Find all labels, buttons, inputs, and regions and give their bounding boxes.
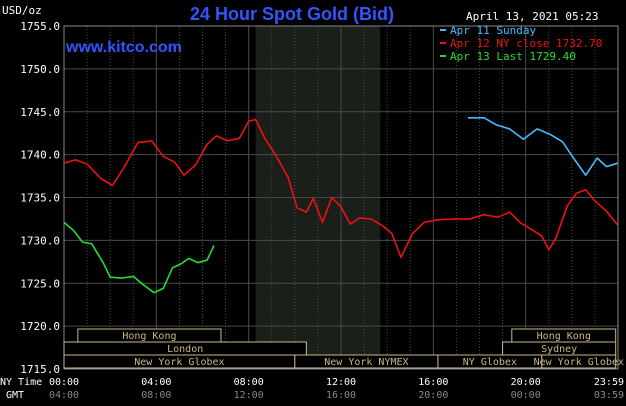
- x-tick-label-ny: 00:00: [49, 377, 79, 388]
- gmt-axis-label: GMT: [6, 390, 24, 401]
- legend-entry: Apr 12 NY close 1732.70: [450, 37, 602, 50]
- ny-time-axis-label: NY Time: [0, 377, 42, 388]
- x-tick-label-gmt: 20:00: [418, 390, 448, 401]
- series-line-1: [63, 118, 619, 259]
- market-session-label: New York NYMEX: [324, 357, 408, 368]
- market-session-label: NY Globex: [463, 357, 517, 368]
- plot-frame: [63, 25, 619, 370]
- market-session-label: London: [167, 344, 203, 355]
- series-line-2: [63, 221, 215, 294]
- x-tick-label-ny: 04:00: [141, 377, 171, 388]
- market-session-label: New York Globex: [534, 357, 624, 368]
- legend-entry: Apr 13 Last 1729.40: [450, 50, 576, 63]
- x-tick-label-ny: 20:00: [511, 377, 541, 388]
- legend-entry: Apr 11 Sunday: [450, 24, 536, 37]
- x-tick-label-ny: 12:00: [326, 377, 356, 388]
- x-tick-label-ny: 16:00: [418, 377, 448, 388]
- y-tick-label: 1715.0: [20, 363, 60, 376]
- x-tick-label-gmt: 08:00: [141, 390, 171, 401]
- y-tick-label: 1735.0: [20, 192, 60, 205]
- y-tick-label: 1720.0: [20, 320, 60, 333]
- x-tick-label-gmt: 12:00: [234, 390, 264, 401]
- market-session-label: New York Globex: [134, 357, 224, 368]
- chart-title: 24 Hour Spot Gold (Bid): [190, 4, 394, 24]
- y-tick-label: 1755.0: [20, 20, 60, 33]
- x-tick-label-gmt: 16:00: [326, 390, 356, 401]
- x-tick-label-ny: 08:00: [234, 377, 264, 388]
- market-session-label: Sydney: [541, 344, 577, 355]
- x-tick-label-ny: 23:59: [594, 377, 624, 388]
- chart-timestamp: April 13, 2021 05:23: [466, 10, 598, 23]
- y-tick-label: 1745.0: [20, 106, 60, 119]
- market-session-label: Hong Kong: [122, 331, 176, 342]
- x-tick-label-gmt: 03:59: [594, 390, 624, 401]
- x-tick-label-gmt: 00:00: [511, 390, 541, 401]
- x-tick-label-gmt: 04:00: [49, 390, 79, 401]
- kitco-watermark: www.kitco.com: [65, 39, 182, 56]
- series-line-0: [468, 117, 618, 176]
- y-tick-label: 1740.0: [20, 149, 60, 162]
- market-session-bar: [541, 354, 617, 369]
- y-axis-label: USD/oz: [2, 4, 42, 17]
- y-tick-label: 1725.0: [20, 277, 60, 290]
- y-tick-label: 1730.0: [20, 234, 60, 247]
- market-session-label: Hong Kong: [537, 331, 591, 342]
- y-tick-label: 1750.0: [20, 63, 60, 76]
